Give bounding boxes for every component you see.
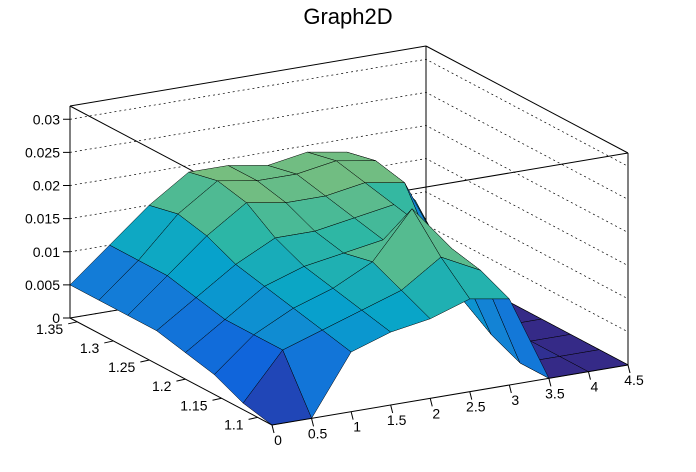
- y-tick-label: 1.35: [36, 321, 63, 337]
- z-tick-label: 0.005: [25, 277, 60, 293]
- x-tick: [311, 418, 315, 427]
- x-tick: [627, 364, 631, 374]
- y-tick: [68, 321, 78, 325]
- y-tick: [140, 359, 150, 363]
- x-tick-label: 1: [353, 419, 361, 435]
- x-tick: [429, 398, 433, 407]
- z-tick-label: 0.03: [33, 111, 60, 127]
- x-tick-label: 3: [511, 392, 519, 408]
- x-tick-label: 4: [591, 379, 599, 395]
- grid-line: [69, 92, 629, 200]
- x-tick-label: 0: [274, 432, 282, 448]
- grid-line: [69, 125, 629, 233]
- z-tick-label: 0.025: [25, 144, 60, 160]
- z-tick-label: 0.015: [25, 211, 60, 227]
- y-tick-label: 1.25: [108, 359, 135, 375]
- y-tick: [176, 378, 186, 382]
- grid-line: [69, 58, 629, 167]
- x-tick: [508, 384, 512, 394]
- x-tick-label: 1.5: [387, 412, 407, 428]
- y-tick-label: 1.2: [152, 378, 172, 394]
- y-tick-label: 1.1: [224, 416, 244, 432]
- x-tick: [350, 411, 354, 420]
- y-axis: [69, 317, 273, 426]
- x-tick-label: 4.5: [624, 372, 644, 388]
- box-edge: [69, 45, 427, 107]
- x-tick-label: 2: [432, 405, 440, 421]
- y-tick: [248, 416, 258, 420]
- y-tick-label: 1.15: [180, 397, 207, 413]
- x-axis: [271, 364, 629, 426]
- x-tick-label: 2.5: [466, 399, 486, 415]
- z-tick-label: 0.02: [33, 178, 60, 194]
- z-tick-label: 0.01: [33, 244, 60, 260]
- x-tick: [469, 391, 473, 400]
- x-tick: [548, 378, 552, 387]
- box-edge: [425, 45, 629, 154]
- x-tick: [271, 424, 275, 434]
- chart-title: Graph2D: [303, 4, 392, 29]
- y-tick: [104, 340, 114, 344]
- x-tick-label: 0.5: [308, 425, 328, 441]
- y-tick-label: 1.3: [80, 340, 100, 356]
- x-tick: [390, 404, 394, 414]
- x-tick: [587, 371, 591, 380]
- z-tick-label: 0: [52, 310, 60, 326]
- y-tick: [212, 397, 222, 401]
- x-tick-label: 3.5: [545, 385, 565, 401]
